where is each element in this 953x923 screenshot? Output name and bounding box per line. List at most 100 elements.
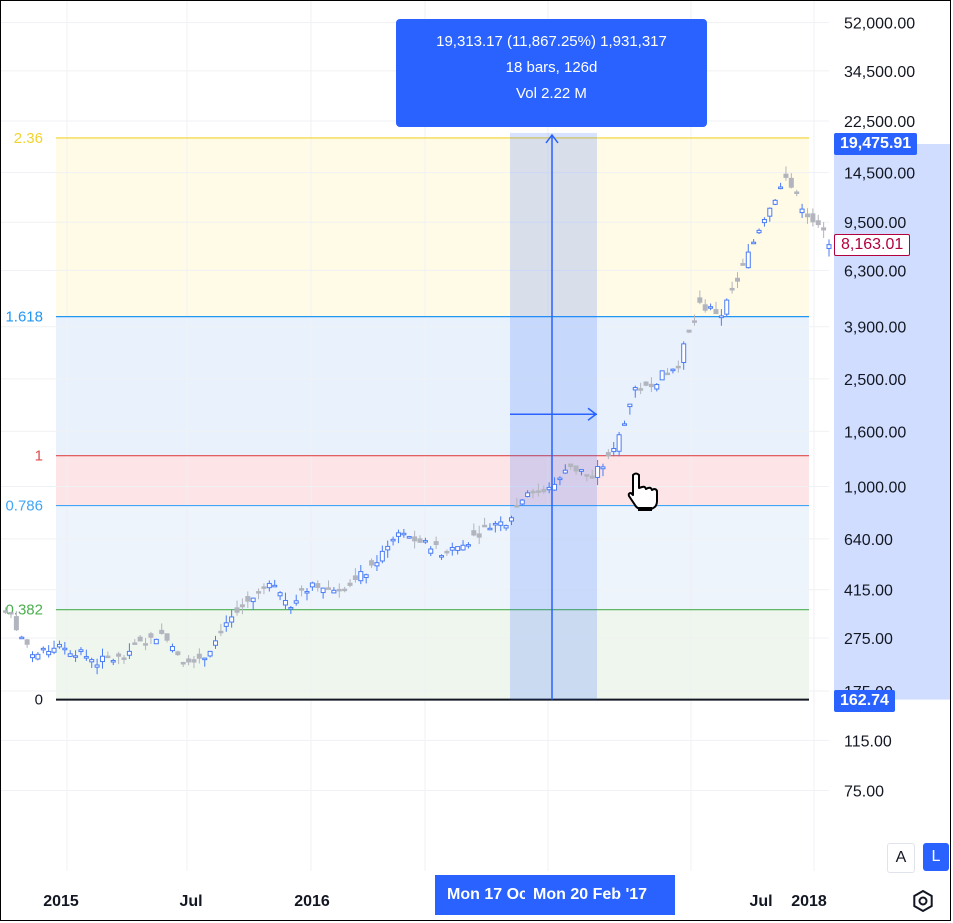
candle-body (132, 642, 138, 645)
candle-body (342, 588, 348, 592)
fib-label: 0.786 (5, 498, 43, 515)
candle-body (665, 372, 671, 376)
measure-bars: 18 bars, 126d (505, 59, 598, 76)
candle-body (514, 505, 520, 508)
candle-body (401, 532, 407, 536)
candle-body (778, 186, 784, 190)
candle-body (654, 383, 660, 390)
candle-body (358, 571, 364, 582)
price-tick-label: 3,900.00 (844, 320, 906, 337)
candle-body (62, 647, 68, 651)
candle-body (196, 653, 202, 659)
candle-body (600, 466, 606, 470)
candle-body (638, 388, 644, 391)
price-tick-label: 34,500.00 (844, 64, 915, 81)
candle-body (772, 199, 778, 205)
candle-body (492, 522, 498, 526)
candle-body (659, 370, 665, 381)
candle-body (352, 575, 358, 581)
price-tick-label: 275.00 (844, 631, 893, 648)
candle-body (363, 574, 369, 578)
log-scale-button[interactable]: L (923, 843, 949, 871)
candle-body (202, 657, 208, 661)
price-tick-label: 2,500.00 (844, 372, 906, 389)
candle-body (67, 653, 73, 657)
measure-change: 19,313.17 (11,867.25%) 1,931,317 (436, 33, 667, 50)
candle-body (503, 525, 509, 529)
time-tick-label: 2016 (294, 893, 330, 910)
auto-scale-button[interactable]: A (887, 843, 915, 873)
candle-body (309, 582, 315, 588)
candle-body (336, 588, 342, 592)
candle-body (546, 486, 552, 491)
candle-body (315, 583, 321, 588)
candles (3, 166, 832, 675)
measure-tooltip: 19,313.17 (11,867.25%) 1,931,317 18 bars… (396, 19, 707, 127)
candle-body (159, 629, 165, 634)
candle-body (681, 343, 687, 364)
candle-body (261, 586, 267, 589)
time-tick-label: 2015 (43, 893, 79, 910)
candle-body (304, 591, 310, 594)
candle-body (35, 653, 41, 660)
candle-body (557, 477, 563, 481)
candle-body (153, 638, 159, 645)
candle-body (137, 636, 143, 642)
candle-body (180, 661, 186, 665)
candle-body (740, 263, 746, 266)
candle-body (611, 448, 617, 453)
candle-body (213, 640, 218, 646)
candle-body (460, 544, 466, 551)
fib-bands (56, 137, 809, 700)
candle-body (686, 329, 692, 333)
candle-body (821, 227, 827, 231)
candle-body (51, 647, 57, 653)
candle-body (697, 297, 703, 303)
candle-body (584, 474, 590, 477)
candle-body (670, 368, 676, 372)
price-tick-label: 640.00 (844, 532, 893, 549)
candle-body (395, 532, 401, 537)
candle-body (320, 587, 326, 594)
candle-body (186, 658, 192, 663)
candle-body (465, 544, 471, 547)
price-tag-low: 162.74 (834, 690, 895, 712)
pointer-hand-icon (627, 472, 658, 511)
candle-body (374, 562, 380, 567)
candle-body (30, 654, 36, 659)
candle-body (568, 463, 574, 467)
candle-body (116, 653, 122, 657)
candle-body (439, 555, 445, 558)
candle-body (702, 304, 708, 311)
fib-label: 2.36 (14, 130, 43, 147)
range-arrow-head-up (545, 133, 559, 144)
candle-body (767, 207, 773, 217)
candle-body (589, 475, 595, 479)
candle-body (266, 582, 272, 589)
candle-body (234, 607, 240, 613)
candle-body (417, 538, 423, 543)
candle-body (164, 633, 170, 641)
candle-body (175, 651, 181, 656)
candle-body (578, 469, 584, 472)
candle-body (191, 659, 197, 663)
candle-body (207, 650, 213, 657)
fib-band (56, 316, 809, 456)
candle-body (121, 657, 127, 660)
fib-band (56, 455, 809, 506)
candle-body (713, 309, 719, 315)
settings-gear-icon[interactable] (909, 887, 937, 915)
candle-body (487, 527, 493, 531)
candle-body (299, 588, 305, 591)
candle-body (648, 383, 654, 388)
candle-body (390, 538, 396, 542)
price-tick-label: 22,500.00 (844, 114, 915, 131)
candle-body (799, 208, 805, 214)
fib-band (56, 137, 809, 317)
candle-body (552, 483, 558, 491)
price-axis: 52,000.00 34,500.00 22,500.00 14,500.00 9,50… (844, 16, 915, 801)
candle-body (729, 287, 735, 291)
price-tag-high: 19,475.91 (834, 133, 918, 155)
